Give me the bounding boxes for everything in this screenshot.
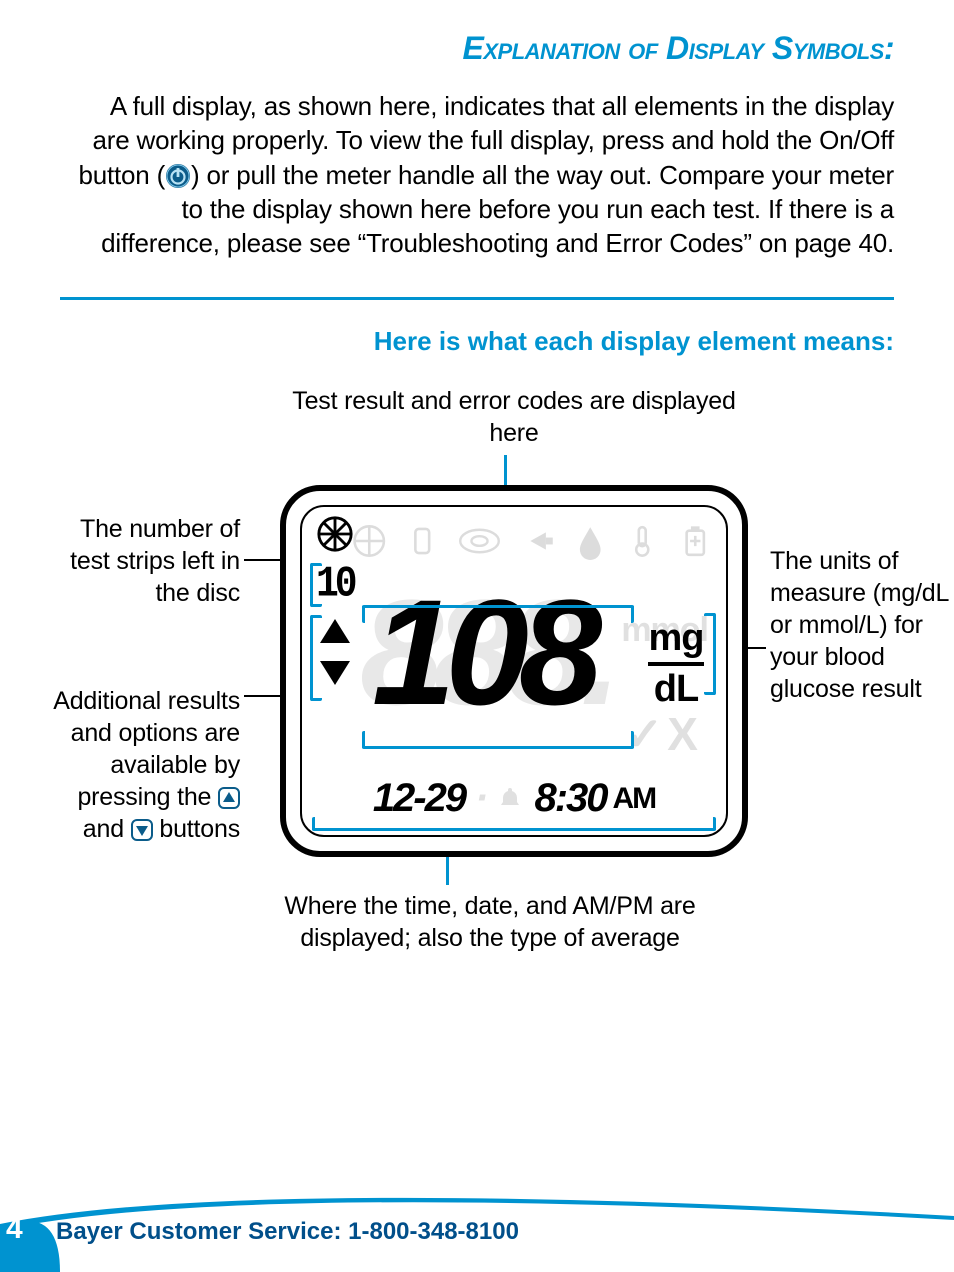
check-x-ghost: ✓X [625, 707, 702, 761]
footer-text: Bayer Customer Service: 1-800-348-8100 [56, 1218, 519, 1246]
page-heading: Explanation of Display Symbols: [50, 30, 894, 67]
up-arrow-icon [218, 785, 240, 807]
datetime-dot: · [475, 776, 486, 821]
page-number: 4 [6, 1212, 23, 1246]
callout-units: The units of measure (mg/dL or mmol/L) f… [770, 545, 950, 705]
ghost-thermometer-icon [625, 518, 660, 564]
reading-value: 108 [372, 577, 592, 727]
ghost-disc-icon [457, 518, 502, 564]
bell-icon [496, 785, 524, 813]
callout-arrows-text-b: and [83, 815, 131, 843]
time-value: 8:30 [534, 776, 606, 821]
ampm-value: AM [613, 782, 656, 816]
callout-strip-count: The number of test strips left in the di… [50, 513, 240, 609]
unit-label: mg dL [648, 617, 704, 711]
intro-paragraph: A full display, as shown here, indicates… [70, 89, 894, 261]
unit-bottom: dL [648, 668, 704, 711]
up-triangle-icon [318, 617, 352, 645]
snowflake-icon [316, 515, 354, 553]
nav-arrows [318, 617, 352, 687]
bracket-reading-bottom [362, 731, 634, 749]
bracket-arrows [310, 615, 322, 701]
section-divider [60, 297, 894, 300]
datetime-row: 12-29 · 8:30AM [302, 775, 726, 823]
date-value: 12-29 [373, 776, 465, 821]
ghost-battery-icon [678, 518, 713, 564]
intro-text-after: ) or pull the meter handle all the way o… [101, 160, 894, 259]
callout-arrows-text-c: buttons [153, 815, 240, 843]
unit-divider [648, 662, 704, 666]
bracket-units [704, 613, 716, 695]
down-triangle-icon [318, 659, 352, 687]
icon-ghost-row [352, 513, 712, 569]
ghost-bottle-icon [405, 518, 440, 564]
callout-arrows: Additional results and options are avail… [50, 685, 240, 845]
bracket-strip [310, 563, 322, 607]
display-diagram: Test result and error codes are displaye… [50, 385, 904, 1025]
unit-top: mg [648, 617, 704, 660]
ghost-drop-icon [573, 518, 608, 564]
ghost-arrow-icon [520, 518, 555, 564]
callout-datetime: Where the time, date, and AM/PM are disp… [280, 890, 700, 954]
meter-display-inner: 10 888. 108 mmol mg [300, 505, 728, 837]
ghost-snowflake-icon [352, 518, 387, 564]
meter-display: 10 888. 108 mmol mg [280, 485, 748, 857]
callout-top: Test result and error codes are displaye… [280, 385, 748, 449]
power-icon [165, 163, 191, 189]
subheading: Here is what each display element means: [50, 326, 894, 357]
callout-arrows-text-a: Additional results and options are avail… [53, 687, 240, 811]
down-arrow-icon [131, 817, 153, 839]
bracket-reading [362, 605, 634, 623]
